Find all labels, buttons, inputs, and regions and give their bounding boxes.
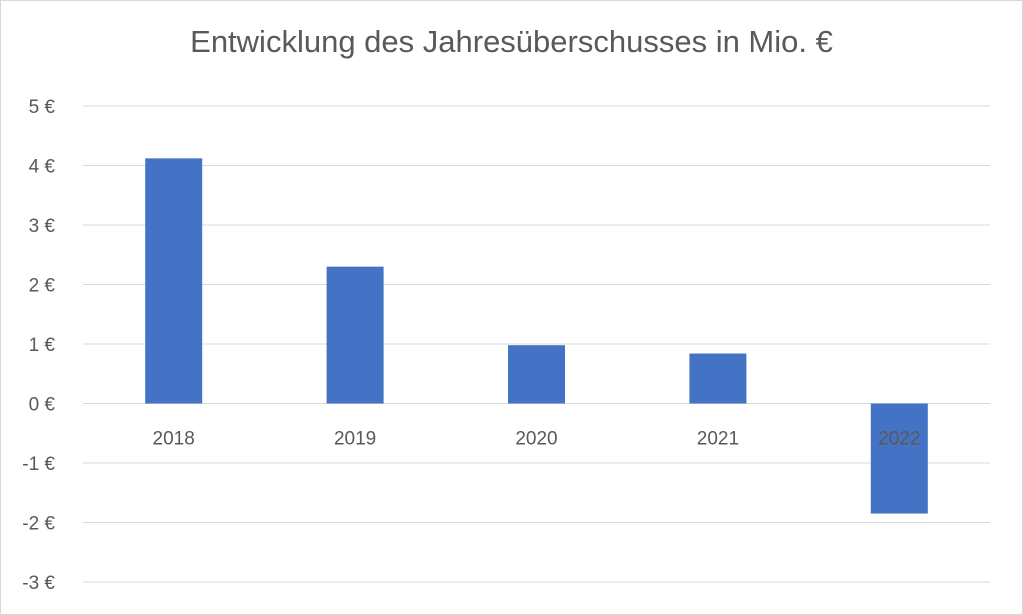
y-tick-label: 2 €: [29, 276, 56, 297]
x-tick-label: 2020: [515, 429, 557, 450]
x-axis-tick-labels: 2018 2019 2020 2021 2022: [153, 429, 921, 450]
bar-2020: [508, 345, 565, 404]
x-tick-label: 2022: [878, 429, 920, 450]
x-tick-label: 2021: [697, 429, 739, 450]
y-tick-label: 3 €: [29, 216, 56, 237]
gridlines: [83, 105, 990, 583]
y-tick-label: 4 €: [29, 157, 56, 178]
bar-2022: [870, 403, 928, 514]
y-tick-label: -2 €: [22, 514, 55, 535]
y-tick-label: 0 €: [29, 395, 56, 416]
chart-title: Entwicklung des Jahresüberschusses in Mi…: [190, 24, 833, 59]
bar-2019: [326, 266, 384, 404]
y-tick-label: -1 €: [22, 454, 55, 475]
y-tick-label: -3 €: [22, 573, 55, 594]
x-tick-label: 2018: [153, 429, 195, 450]
bar-2018: [145, 158, 203, 404]
y-axis-tick-labels: 5 € 4 € 3 € 2 € 1 € 0 € -1 € -2 € -3 €: [22, 97, 55, 594]
y-tick-label: 1 €: [29, 335, 56, 356]
y-tick-label: 5 €: [29, 97, 56, 118]
bars: [145, 158, 928, 514]
bar-2021: [689, 353, 747, 404]
x-tick-label: 2019: [334, 429, 376, 450]
